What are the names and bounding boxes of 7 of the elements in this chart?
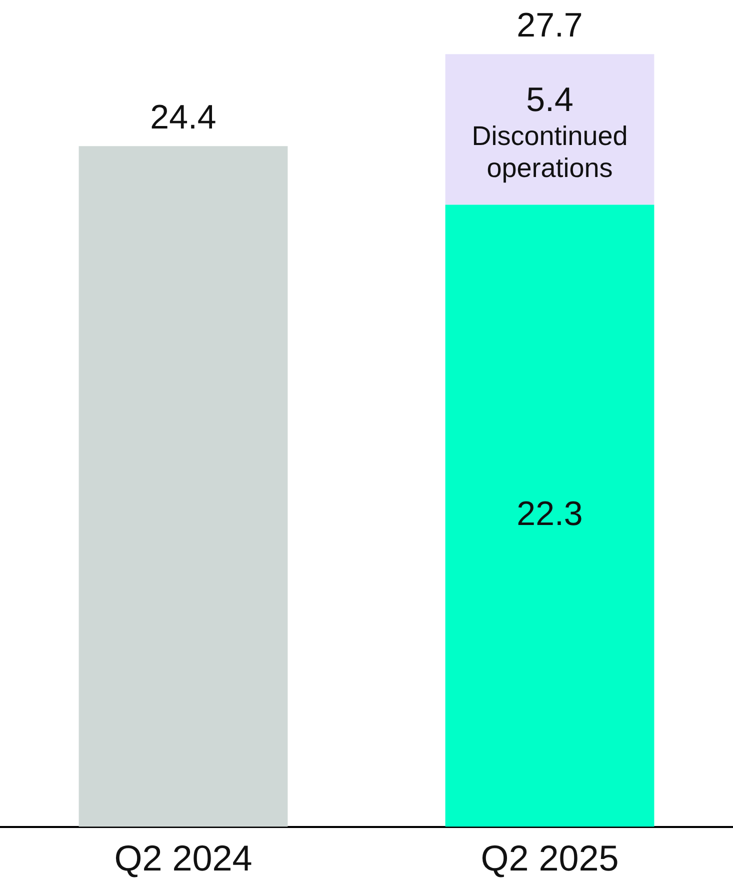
x-tick-label: Q2 2024	[114, 837, 252, 878]
data-label: 22.3	[516, 495, 583, 534]
data-label: 24.4	[150, 98, 216, 137]
total-label: 27.7	[516, 6, 583, 44]
series-label: Discontinued operations	[472, 120, 628, 183]
x-tick-label: Q2 2025	[480, 837, 619, 878]
data-label: 5.4	[526, 80, 574, 119]
